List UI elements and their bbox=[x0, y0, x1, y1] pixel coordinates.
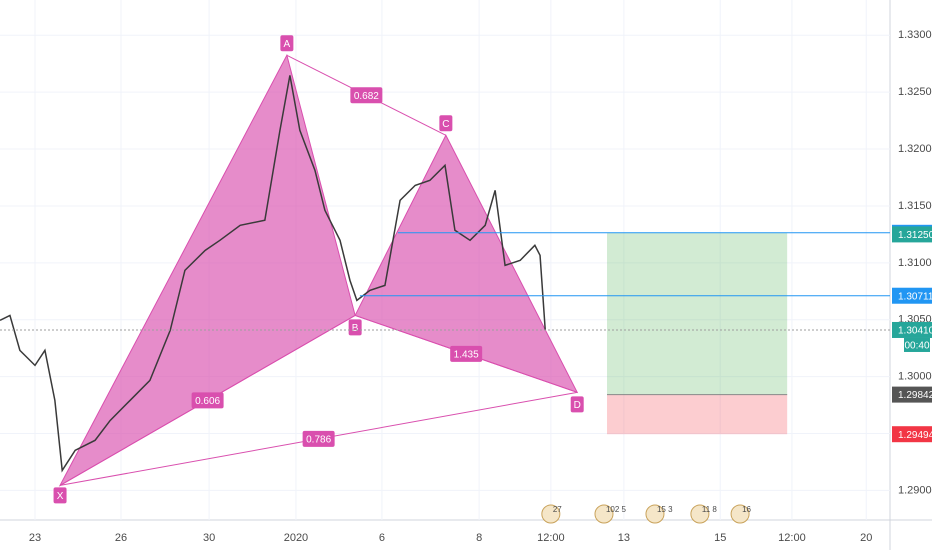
event-icon bbox=[541, 504, 561, 524]
profit-zone bbox=[607, 232, 788, 395]
event-icon bbox=[645, 504, 665, 524]
price-line bbox=[0, 75, 546, 473]
event-label: 15 3 bbox=[657, 505, 673, 514]
y-tick-label: 1.32500 bbox=[898, 86, 932, 98]
y-tick-label: 1.33000 bbox=[898, 29, 932, 41]
price-label-bg bbox=[892, 426, 932, 443]
ratio-label-text: 0.682 bbox=[354, 91, 379, 102]
x-tick-label: 26 bbox=[115, 532, 127, 544]
price-label: 1.30410 bbox=[892, 321, 932, 338]
event-icon bbox=[730, 504, 750, 524]
ratio-label-text: 0.606 bbox=[195, 396, 220, 407]
y-tick-label: 1.30000 bbox=[898, 371, 932, 383]
x-tick-label: 2020 bbox=[284, 532, 308, 544]
price-label: 1.29494 bbox=[892, 426, 932, 443]
x-tick-label: 12:00 bbox=[778, 532, 806, 544]
ratio-label: 0.606 bbox=[191, 392, 224, 409]
point-label: B bbox=[348, 319, 362, 336]
ratio-label: 0.786 bbox=[302, 430, 335, 447]
price-label-bg bbox=[892, 226, 932, 243]
x-tick-label: 20 bbox=[860, 532, 872, 544]
ratio-label: 0.682 bbox=[350, 87, 383, 104]
event-icon bbox=[594, 504, 614, 524]
price-label: 1.31250 bbox=[892, 226, 932, 243]
event-label: 16 bbox=[742, 505, 751, 514]
event-label: 27 bbox=[553, 505, 562, 514]
ratio-label-text: 0.786 bbox=[306, 435, 331, 446]
price-label-bg bbox=[892, 321, 932, 338]
event-label: 11 8 bbox=[702, 505, 718, 514]
point-label-bg bbox=[570, 396, 584, 413]
point-label: D bbox=[570, 396, 584, 413]
point-label-bg bbox=[280, 35, 294, 52]
x-tick-label: 15 bbox=[714, 532, 726, 544]
point-label: A bbox=[280, 35, 294, 52]
point-label-text: D bbox=[574, 400, 581, 411]
x-tick-label: 13 bbox=[618, 532, 630, 544]
ratio-label-bg bbox=[350, 87, 383, 104]
point-label-text: B bbox=[352, 323, 359, 334]
y-tick-label: 1.31500 bbox=[898, 200, 932, 212]
point-label-bg bbox=[439, 115, 453, 132]
loss-zone bbox=[607, 394, 788, 435]
point-label-text: A bbox=[284, 39, 291, 50]
x-tick-label: 30 bbox=[203, 532, 215, 544]
y-tick-label: 1.31000 bbox=[898, 257, 932, 269]
price-label: 1.30711 bbox=[892, 287, 932, 304]
point-label-text: X bbox=[57, 491, 64, 502]
x-tick-label: 8 bbox=[476, 532, 482, 544]
x-tick-label: 23 bbox=[29, 532, 41, 544]
ratio-label-bg bbox=[450, 345, 483, 362]
ratio-label-bg bbox=[191, 392, 224, 409]
price-label-text: 1.30410 bbox=[898, 326, 932, 337]
price-label: 1.29842 bbox=[892, 386, 932, 403]
price-label-text: 1.30711 bbox=[898, 291, 932, 302]
price-label-text: 1.29842 bbox=[898, 390, 932, 401]
y-tick-label: 1.29000 bbox=[898, 484, 932, 496]
price-label-bg bbox=[892, 386, 932, 403]
point-label-text: C bbox=[442, 119, 449, 130]
event-icon bbox=[690, 504, 710, 524]
point-label: C bbox=[439, 115, 453, 132]
countdown-text: 00:40 bbox=[904, 341, 929, 352]
countdown: 00:40 bbox=[904, 337, 930, 352]
ratio-label: 1.435 bbox=[450, 345, 483, 362]
event-label: 102 5 bbox=[606, 505, 627, 514]
price-label-text: 1.29494 bbox=[898, 430, 932, 441]
point-label-bg bbox=[53, 487, 67, 504]
y-tick-label: 1.32000 bbox=[898, 143, 932, 155]
point-label: X bbox=[53, 487, 67, 504]
price-label-bg bbox=[892, 287, 932, 304]
ratio-label-text: 1.435 bbox=[454, 350, 479, 361]
countdown-bg bbox=[904, 337, 930, 352]
x-tick-label: 6 bbox=[379, 532, 385, 544]
price-label-text: 1.31250 bbox=[898, 230, 932, 241]
ratio-label-bg bbox=[302, 430, 335, 447]
x-tick-label: 12:00 bbox=[537, 532, 565, 544]
point-label-bg bbox=[348, 319, 362, 336]
